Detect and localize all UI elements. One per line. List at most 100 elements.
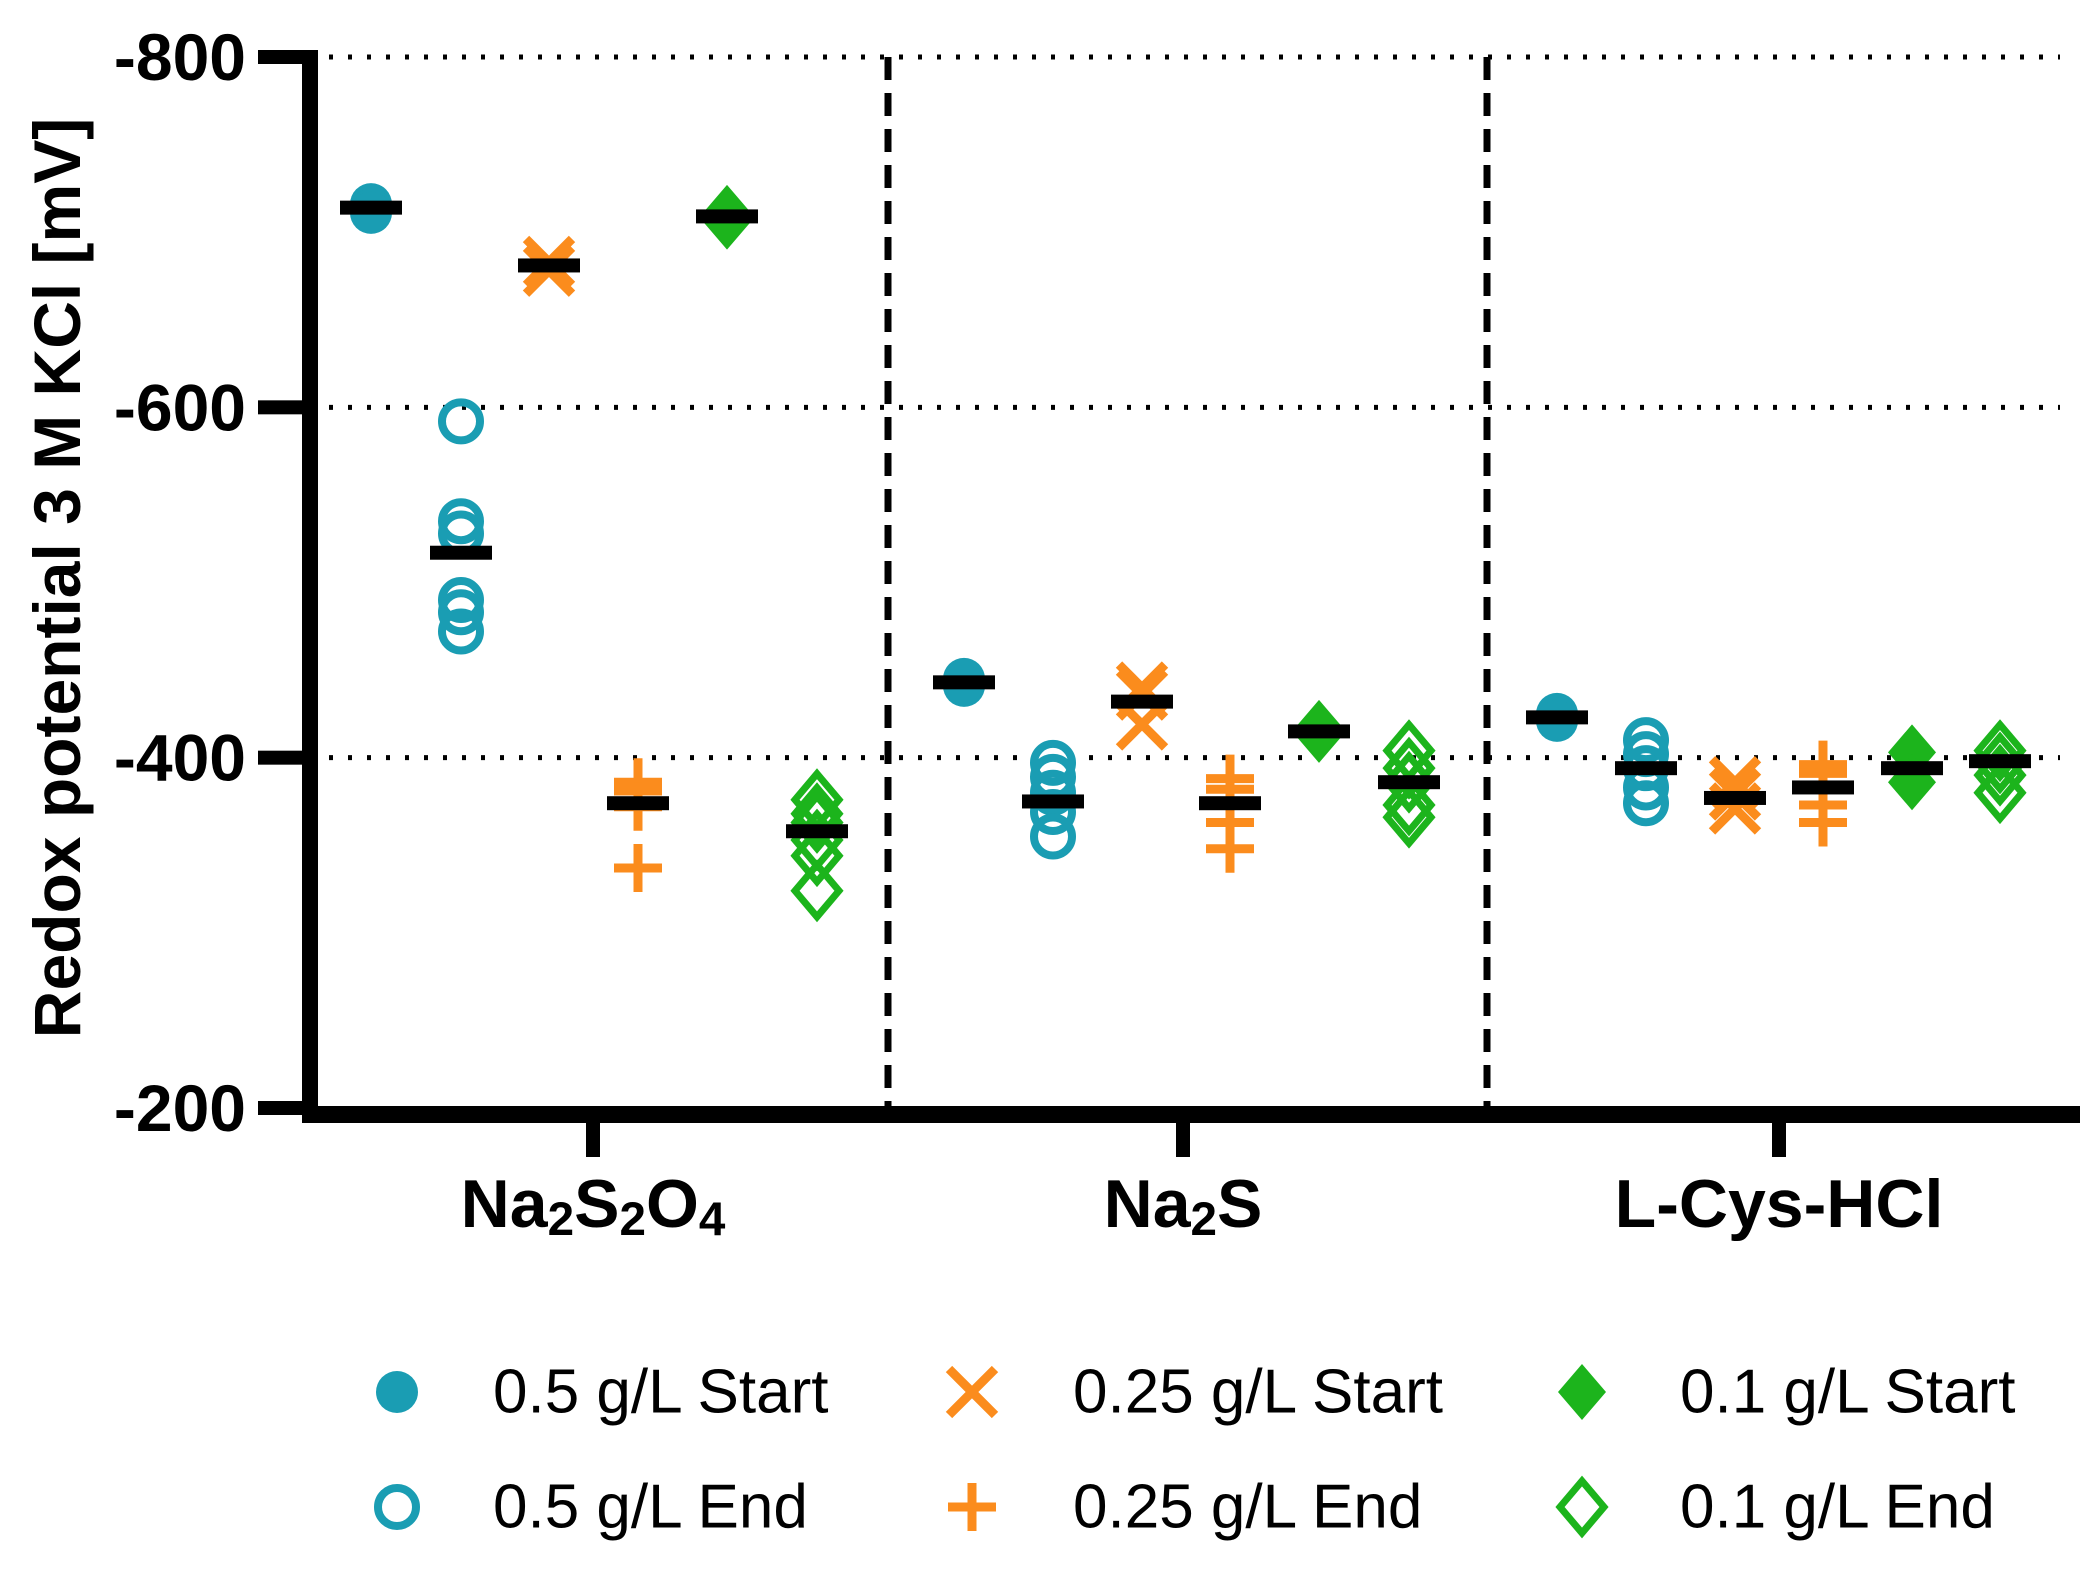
median-line	[696, 209, 758, 224]
circle-open-marker	[1030, 739, 1076, 786]
circle-filled-marker	[376, 1371, 418, 1413]
cluster-0-25-g-l-end	[1199, 754, 1261, 873]
data-point-marker	[1030, 739, 1076, 786]
legend-label: 0.1 g/L Start	[1680, 1358, 2015, 1427]
data-point-marker	[438, 589, 484, 636]
median-line	[1288, 724, 1350, 739]
circle-open-marker	[1030, 769, 1076, 816]
diamond-open-marker	[1973, 719, 2027, 783]
x-tick	[1176, 1123, 1190, 1157]
diamond-open-marker	[1973, 761, 2027, 825]
median-line	[430, 545, 492, 560]
median-line	[518, 258, 580, 273]
median-line	[1615, 761, 1677, 776]
cluster-0-25-g-l-end	[607, 758, 669, 893]
cluster-0-1-g-l-start	[1881, 724, 1943, 811]
data-point-marker	[1206, 824, 1254, 873]
data-point-marker	[1382, 719, 1436, 783]
y-tick-label: -200	[114, 1071, 246, 1145]
legend-label: 0.25 g/L End	[1073, 1473, 1422, 1542]
median-line	[1881, 761, 1943, 776]
data-point-marker	[1799, 798, 1847, 847]
cluster-0-1-g-l-end	[1378, 719, 1440, 849]
cluster-0-5-g-l-end	[430, 398, 492, 655]
median-line	[1526, 710, 1588, 725]
gridline-layer	[310, 54, 2060, 761]
median-line	[1022, 794, 1084, 809]
data-point-marker	[1623, 717, 1669, 764]
x-marker-stroke	[945, 1365, 999, 1419]
data-point-marker	[1382, 773, 1436, 837]
circle-open-marker	[1623, 780, 1669, 827]
data-point-marker	[1030, 769, 1076, 816]
data-point-marker	[614, 844, 662, 893]
diamond-open-marker	[1382, 750, 1436, 814]
cluster-0-1-g-l-end	[1969, 719, 2031, 825]
median-line	[1969, 754, 2031, 769]
cluster-0-25-g-l-end	[1792, 740, 1854, 847]
cluster-0-5-g-l-start	[1526, 692, 1588, 742]
median-line	[1199, 796, 1261, 811]
legend-label: 0.5 g/L Start	[493, 1358, 828, 1427]
group-separator-layer	[884, 57, 1491, 1106]
median-line	[1378, 775, 1440, 790]
legend-marker	[948, 1483, 996, 1531]
x-group-label: Na2S	[1104, 1166, 1263, 1245]
data-point-marker	[1973, 761, 2027, 825]
data-point-marker	[1623, 780, 1669, 827]
cluster-0-5-g-l-start	[933, 657, 995, 707]
circle-open-marker	[438, 398, 484, 445]
data-point-marker	[1030, 813, 1076, 860]
y-axis-title: Redox potential 3 M KCl [mV]	[20, 118, 94, 1038]
median-line	[340, 200, 402, 215]
cluster-0-1-g-l-end	[786, 768, 848, 923]
y-tick-label: -400	[114, 721, 246, 795]
y-tick	[258, 1101, 310, 1115]
data-point-layer	[340, 183, 2031, 923]
legend-label: 0.5 g/L End	[493, 1473, 808, 1542]
y-tick	[258, 750, 310, 765]
x-tick	[586, 1123, 600, 1157]
legend-label: 0.1 g/L End	[1680, 1473, 1995, 1542]
cluster-0-25-g-l-start	[518, 235, 580, 297]
diamond-open-marker	[1555, 1475, 1609, 1539]
legend: 0.5 g/L Start 0.25 g/L Start 0.1 g/L Start…	[374, 1358, 2015, 1542]
circle-open-marker	[438, 608, 484, 655]
data-point-marker	[1030, 788, 1076, 835]
y-axis-spine	[302, 50, 318, 1122]
data-point-marker	[438, 608, 484, 655]
data-point-marker	[790, 782, 844, 846]
data-point-marker	[1382, 750, 1436, 814]
data-point-marker	[1382, 785, 1436, 849]
circle-open-marker	[1030, 788, 1076, 835]
x-axis-spine	[302, 1106, 2080, 1123]
diamond-open-marker	[790, 824, 844, 888]
cluster-0-1-g-l-start	[696, 184, 758, 250]
circle-open-marker	[374, 1484, 420, 1530]
data-point-marker	[438, 398, 484, 445]
cluster-0-25-g-l-start	[1111, 661, 1173, 751]
legend-marker	[374, 1484, 420, 1530]
diamond-open-marker	[1382, 719, 1436, 783]
cluster-0-5-g-l-end	[1022, 739, 1084, 860]
legend-label: 0.25 g/L Start	[1073, 1358, 1443, 1427]
diamond-open-marker	[790, 791, 844, 854]
diamond-open-marker	[790, 782, 844, 846]
legend-marker	[1558, 1364, 1606, 1420]
data-point-marker	[790, 791, 844, 854]
diamond-filled-marker	[1558, 1364, 1606, 1420]
data-point-marker	[1973, 719, 2027, 783]
median-line	[933, 675, 995, 690]
cluster-0-5-g-l-end	[1615, 717, 1677, 827]
y-tick	[258, 50, 310, 64]
median-line	[786, 824, 848, 839]
diamond-open-marker	[1382, 773, 1436, 837]
diamond-open-marker	[790, 859, 844, 923]
median-line	[1792, 780, 1854, 795]
cluster-0-1-g-l-start	[1288, 699, 1350, 763]
x-tick	[1772, 1123, 1786, 1157]
axis-layer: -800 -600 -400 -200 Na2S2O4 Na2S L-Cys-HCl	[114, 20, 2080, 1245]
y-tick-label: -600	[114, 370, 246, 444]
